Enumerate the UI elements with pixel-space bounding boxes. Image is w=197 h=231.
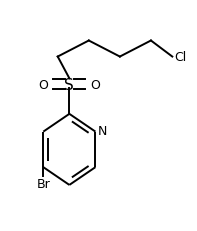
Text: S: S bbox=[64, 77, 74, 92]
Text: N: N bbox=[98, 125, 107, 137]
Text: Br: Br bbox=[36, 178, 50, 191]
Text: Cl: Cl bbox=[174, 51, 187, 64]
Text: O: O bbox=[39, 78, 48, 91]
Text: O: O bbox=[90, 78, 100, 91]
